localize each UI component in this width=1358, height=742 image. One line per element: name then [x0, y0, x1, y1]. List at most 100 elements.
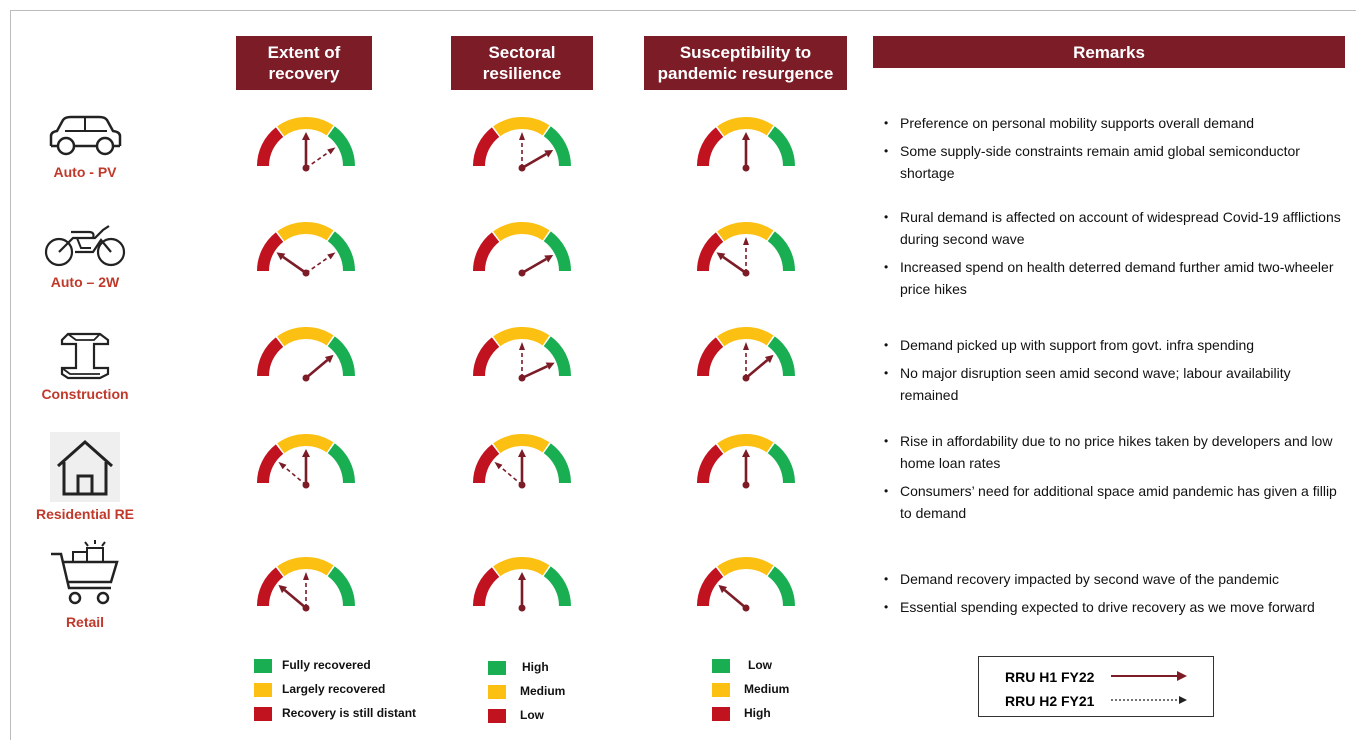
needle-h2-fy21-head — [278, 461, 287, 470]
sector-label: Retail — [65, 614, 105, 630]
gauge-amber-band — [493, 117, 550, 137]
sector-label: Residential RE — [35, 506, 135, 522]
gauge-red-band — [257, 444, 284, 484]
gauge-amber-band — [717, 434, 774, 454]
needle-h2-fy21-head — [743, 237, 749, 245]
gauge-hub — [742, 481, 750, 489]
gauge-amber-band — [717, 557, 774, 577]
gauge-red-band — [697, 444, 724, 484]
legend-swatch — [712, 683, 730, 697]
gauge-amber-band — [277, 434, 334, 454]
sector-label: Auto - PV — [53, 164, 117, 180]
legend-swatch — [488, 661, 506, 675]
gauge-green-band — [767, 336, 795, 377]
gauge-amber-band — [493, 327, 550, 347]
car-icon — [49, 115, 122, 156]
gauge-hub — [518, 164, 526, 172]
sector-label: Construction — [41, 386, 129, 402]
needle-h1-fy22 — [305, 359, 329, 379]
gauge-red-band — [697, 567, 724, 607]
sector-construction: Construction — [10, 330, 160, 402]
gauge-amber-band — [493, 222, 550, 242]
legend-label: Fully recovered — [282, 658, 371, 672]
gauge-green-band — [327, 126, 355, 167]
gauge-red-band — [473, 444, 500, 484]
gauge — [257, 117, 355, 172]
legend-swatch — [712, 707, 730, 721]
needle-h1-fy22-head — [764, 354, 774, 364]
gauge-hub — [302, 604, 310, 612]
needle-h1-fy22 — [745, 359, 769, 379]
needle-h1-fy22-head — [716, 252, 726, 261]
needle-h1-fy22-head — [302, 449, 310, 457]
needle-h1-fy22 — [282, 255, 307, 275]
header-sectoral-resilience: Sectoral resilience — [451, 36, 593, 90]
needle-h1-fy22-head — [544, 150, 554, 158]
gauge-hub — [518, 269, 526, 277]
legend-swatch — [254, 707, 272, 721]
gauge-red-band — [257, 232, 284, 272]
remark-item: Consumers’ need for additional space ami… — [884, 480, 1344, 524]
gauge — [473, 434, 571, 489]
gauge — [697, 117, 795, 172]
key-h1-label: RRU H1 FY22 — [1005, 669, 1095, 685]
needle-h2-fy21-head — [519, 132, 525, 140]
gauge-green-band — [327, 231, 355, 272]
gauge-red-band — [697, 337, 724, 377]
gauge-green-band — [327, 566, 355, 607]
legend-swatch — [488, 709, 506, 723]
gauge — [473, 117, 571, 172]
needle-h1-fy22 — [521, 152, 547, 170]
gauge-hub — [302, 481, 310, 489]
gauge-hub — [742, 374, 750, 382]
gauge-green-band — [543, 126, 571, 167]
remark-item: Increased spend on health deterred deman… — [884, 256, 1344, 300]
sector-residential-re: Residential RE — [10, 432, 160, 522]
dashed-arrow-icon — [1111, 696, 1187, 704]
gauge — [473, 327, 571, 382]
gauge-hub — [518, 374, 526, 382]
remarks-residential-re: Rise in affordability due to no price hi… — [884, 430, 1344, 530]
remarks-auto-2w: Rural demand is affected on account of w… — [884, 206, 1344, 306]
gauge-hub — [742, 604, 750, 612]
needle-h1-fy22-head — [302, 132, 310, 140]
gauge-amber-band — [717, 117, 774, 137]
legend-swatch — [712, 659, 730, 673]
gauge-amber-band — [277, 117, 334, 137]
gauge-red-band — [257, 567, 284, 607]
needle-h2-fy21-head — [303, 572, 309, 580]
gauge-green-band — [327, 336, 355, 377]
gauge — [257, 434, 355, 489]
gauge-amber-band — [717, 327, 774, 347]
sector-retail: Retail — [10, 540, 160, 630]
legend-label: Medium — [520, 684, 566, 698]
legend-label: Low — [748, 658, 772, 672]
remark-item: Essential spending expected to drive rec… — [884, 596, 1344, 618]
gauge-hub — [742, 164, 750, 172]
gauge-amber-band — [717, 222, 774, 242]
gauge-red-band — [257, 127, 284, 167]
legend-label: Medium — [744, 682, 790, 696]
header-text: Remarks — [1073, 42, 1145, 62]
gauge-amber-band — [493, 557, 550, 577]
gauge-green-band — [767, 126, 795, 167]
gauge-green-band — [327, 443, 355, 484]
gauge — [473, 557, 571, 612]
needle-h2-fy21 — [284, 466, 307, 486]
needle-h1-fy22-head — [718, 584, 728, 594]
gauge-amber-band — [277, 557, 334, 577]
remark-item: Demand recovery impacted by second wave … — [884, 568, 1344, 590]
legend-label: High — [744, 706, 771, 720]
legend-label: Low — [520, 708, 544, 722]
legend-label: High — [522, 660, 549, 674]
header-remarks: Remarks — [873, 36, 1345, 68]
gauge-hub — [518, 481, 526, 489]
remark-item: Preference on personal mobility supports… — [884, 112, 1344, 134]
needle-h1-fy22-head — [276, 252, 286, 261]
needle-h2-fy21-head — [327, 147, 336, 155]
remarks-retail: Demand recovery impacted by second wave … — [884, 568, 1344, 624]
gauge-green-band — [543, 231, 571, 272]
gauge-hub — [302, 164, 310, 172]
header-extent-of-recovery: Extent of recovery — [236, 36, 372, 90]
gauge-green-band — [543, 336, 571, 377]
